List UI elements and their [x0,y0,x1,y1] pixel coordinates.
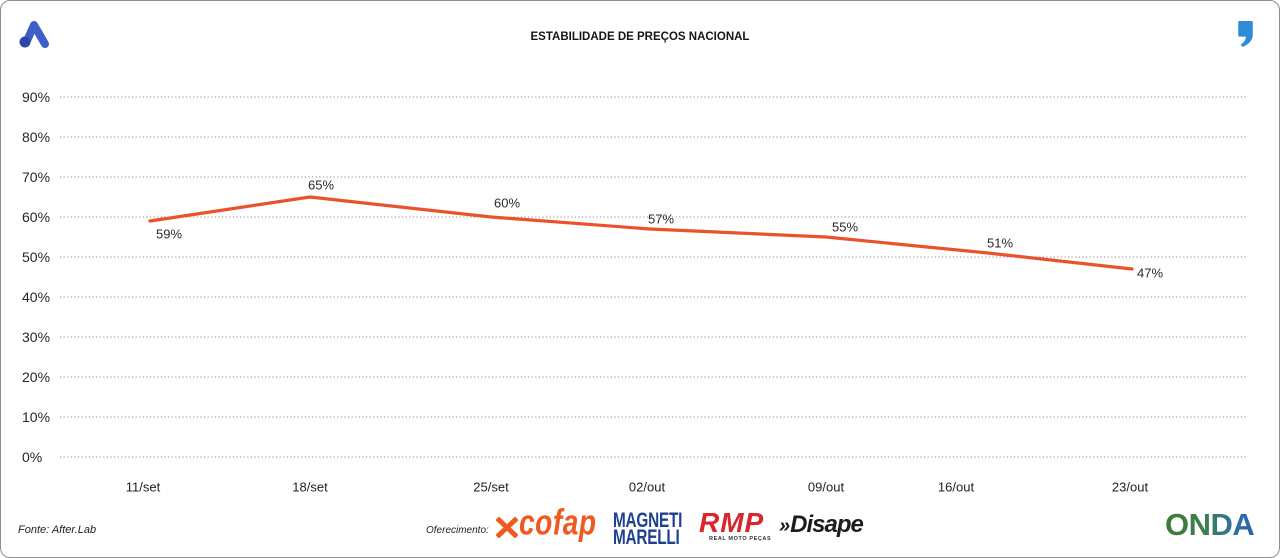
data-label: 47% [1137,266,1163,281]
chart-title: ESTABILIDADE DE PREÇOS NACIONAL [530,31,750,43]
magneti-wordmark-line2: MARELLI [613,526,680,549]
data-point [824,235,828,239]
disape-logo: »Disape [779,511,864,539]
sponsor-label: Oferecimento: [426,525,489,536]
data-label: 65% [308,178,334,193]
x-tick-label: 11/set [126,480,161,495]
y-tick-label: 10% [22,409,50,425]
disape-chevron-mark: » [779,515,791,537]
data-labels: 59% 65% 60% 57% 55% 51% 47% [156,178,1163,281]
x-tick-label: 23/out [1112,480,1149,495]
source-note: Fonte: After.Lab [18,524,97,536]
data-point [986,251,990,255]
series-line [148,195,1134,271]
y-tick-label: 20% [22,369,50,385]
magneti-marelli-logo: MAGNETI MARELLI [613,509,685,549]
x-tick-label: 02/out [629,480,666,495]
y-tick-label: 40% [22,289,50,305]
data-label: 55% [832,220,858,235]
quote-mark-icon [1237,21,1254,48]
magneti-wordmark-line1: MAGNETI [613,509,683,532]
x-tick-label: 09/out [808,480,845,495]
brand-a-icon [18,19,50,49]
y-tick-label: 70% [22,169,50,185]
data-label: 59% [156,227,182,242]
rmp-tagline: REAL MOTO PEÇAS [709,536,772,542]
cofap-logo: cofap [496,502,604,542]
data-point [489,215,493,219]
gridlines [60,96,1247,458]
data-label: 57% [648,212,674,227]
y-tick-label: 50% [22,249,50,265]
x-axis: 11/set 18/set 25/set 02/out 09/out 16/out 23/o… [126,480,1149,495]
y-tick-label: 60% [22,209,50,225]
data-point [148,219,152,223]
data-point [648,227,652,231]
data-points [148,195,1134,271]
rmp-wordmark: RMP [699,507,765,538]
line-chart: 0% 10% 20% 30% 40% 50% 60% 70% 80% 90% 11/set 18/se… [22,89,1247,495]
rmp-logo: RMP REAL MOTO PEÇAS [699,509,771,545]
y-tick-label: 80% [22,129,50,145]
y-tick-label: 0% [22,449,42,465]
y-tick-label: 90% [22,89,50,105]
x-tick-label: 18/set [292,480,328,495]
x-tick-label: 16/out [938,480,975,495]
cofap-wordmark: cofap [519,500,597,543]
y-tick-label: 30% [22,329,50,345]
data-point [308,195,312,199]
onda-logo: ONDA [1165,507,1255,542]
y-axis: 0% 10% 20% 30% 40% 50% 60% 70% 80% 90% [22,89,50,465]
x-tick-label: 25/set [473,480,509,495]
data-label: 51% [987,236,1013,251]
data-point [1130,267,1134,271]
disape-wordmark: Disape [790,511,864,538]
cofap-x-icon [496,517,518,538]
data-label: 60% [494,196,520,211]
